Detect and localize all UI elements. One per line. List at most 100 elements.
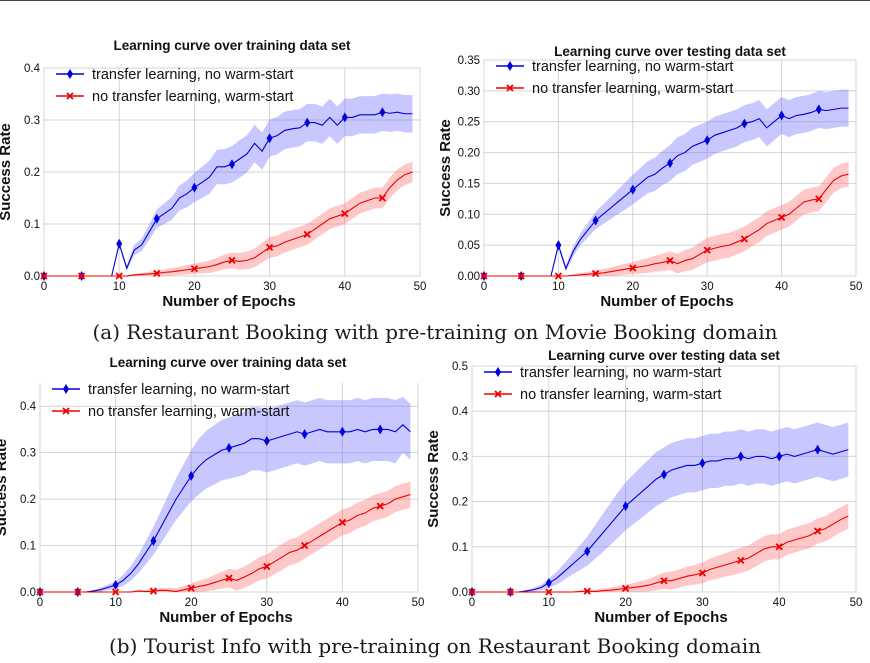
diamond-marker <box>592 215 599 226</box>
y-tick-label: 0.35 <box>458 55 480 67</box>
diamond-marker <box>584 546 591 557</box>
y-tick-label: 0.3 <box>24 115 40 127</box>
y-axis-label: Success Rate <box>425 430 442 528</box>
x-marker <box>36 588 44 596</box>
diamond-marker <box>226 443 232 454</box>
diamond-marker <box>229 159 235 170</box>
chart-svg-tourist-train: 0 10 20 30 40 50 0.0 0.1 0.2 0.3 0.4 Learning curve… <box>0 355 424 626</box>
confidence-band-1 <box>44 161 413 276</box>
diamond-marker <box>704 135 711 146</box>
y-axis-label: Success Rate <box>0 439 10 537</box>
x-tick-label: 50 <box>850 597 863 609</box>
x-tick-label: 40 <box>775 281 788 293</box>
confidence-band-0 <box>484 89 849 276</box>
x-marker <box>777 213 786 222</box>
y-tick-label: 0.1 <box>20 541 36 553</box>
y-tick-label: 0.2 <box>452 497 468 509</box>
legend-x-icon <box>506 84 514 92</box>
x-marker <box>815 195 823 203</box>
y-tick-label: 0.4 <box>24 63 41 75</box>
y-tick-label: 0.3 <box>452 451 468 463</box>
legend-diamond-icon <box>507 61 513 71</box>
x-marker <box>629 264 637 272</box>
diamond-marker <box>304 117 311 128</box>
x-tick-label: 20 <box>619 597 632 609</box>
series-line-0 <box>40 424 411 593</box>
x-tick-label: 20 <box>188 281 201 293</box>
series-line-0 <box>44 111 413 277</box>
y-axis-label: Success Rate <box>437 119 454 217</box>
chart-svg-restaurant-test: 0 10 20 30 40 50 0.00 0.05 0.10 0.15 0.20 0.25 0.30 0… <box>437 44 863 310</box>
legend-diamond-icon <box>63 384 69 394</box>
x-tick-label: 30 <box>696 597 709 609</box>
diamond-marker <box>741 118 748 129</box>
chart-title: Learning curve over testing data set <box>554 44 786 59</box>
diamond-marker <box>341 112 348 123</box>
x-marker <box>338 518 347 526</box>
chart-panel-restaurant-train: 0 10 20 30 40 50 0.0 0.1 0.2 0.3 0.4 Learning curve… <box>0 30 430 320</box>
diamond-marker <box>263 436 270 447</box>
x-tick-label: 40 <box>773 597 786 609</box>
chart-panel-tourist-train: 0 10 20 30 40 50 0.0 0.1 0.2 0.3 0.4 Learning curve… <box>0 345 430 635</box>
confidence-band-0 <box>472 422 849 592</box>
x-marker <box>149 587 158 595</box>
x-marker <box>480 272 488 280</box>
chart-title: Learning curve over training data set <box>109 355 347 370</box>
x-marker <box>378 194 387 202</box>
legend-diamond-icon <box>67 69 73 79</box>
x-axis-label: Number of Epochs <box>162 293 295 310</box>
x-tick-label: 30 <box>701 281 714 293</box>
caption-tourist-info: (b) Tourist Info with pre-training on Re… <box>108 634 762 658</box>
confidence-band-0 <box>40 396 411 592</box>
x-marker <box>554 272 563 280</box>
chart-svg-restaurant-train: 0 10 20 30 40 50 0.0 0.1 0.2 0.3 0.4 Learning curve… <box>0 38 427 310</box>
x-marker <box>621 584 630 593</box>
series-line-1 <box>472 515 849 593</box>
diamond-marker <box>116 238 123 249</box>
x-marker <box>228 256 236 265</box>
y-tick-label: 0.1 <box>452 542 468 554</box>
legend-label: no transfer learning, warm-start <box>88 404 289 420</box>
y-tick-label: 0.25 <box>458 117 480 129</box>
x-marker <box>468 588 476 596</box>
legend-x-icon <box>494 390 502 398</box>
diamond-marker <box>153 213 160 224</box>
diamond-marker <box>266 133 273 144</box>
x-axis-label: Number of Epochs <box>600 293 733 310</box>
top-rule <box>0 0 870 1</box>
x-tick-label: 20 <box>626 281 639 293</box>
x-tick-label: 40 <box>338 281 351 293</box>
chart-title: Learning curve over testing data set <box>548 348 780 363</box>
x-marker <box>740 235 749 243</box>
y-tick-label: 0.0 <box>452 587 468 599</box>
y-tick-label: 0.05 <box>458 240 480 252</box>
series-line-1 <box>484 173 849 277</box>
diamond-marker <box>778 110 785 121</box>
diamond-marker <box>188 470 195 481</box>
y-tick-label: 0.20 <box>458 148 480 160</box>
x-tick-label: 50 <box>414 281 427 293</box>
x-tick-label: 10 <box>109 597 122 609</box>
diamond-marker <box>379 107 386 118</box>
confidence-band-0 <box>44 93 413 276</box>
confidence-band-1 <box>40 481 411 592</box>
y-tick-label: 0.3 <box>20 448 36 460</box>
series-line-1 <box>44 171 413 277</box>
x-marker <box>506 588 515 596</box>
diamond-marker <box>737 451 744 462</box>
y-tick-label: 0.00 <box>458 271 480 283</box>
diamond-marker <box>815 104 822 115</box>
diamond-marker <box>339 426 346 437</box>
diamond-marker <box>545 577 552 588</box>
diamond-marker <box>377 424 384 435</box>
x-marker <box>660 577 668 585</box>
x-tick-label: 10 <box>113 281 126 293</box>
x-tick-label: 30 <box>263 281 276 293</box>
x-marker <box>737 556 745 564</box>
diamond-marker <box>112 580 119 591</box>
diamond-marker <box>699 458 706 469</box>
x-tick-label: 50 <box>850 281 863 293</box>
x-marker <box>666 256 674 265</box>
x-marker <box>190 265 199 273</box>
y-tick-label: 0.10 <box>458 209 480 221</box>
